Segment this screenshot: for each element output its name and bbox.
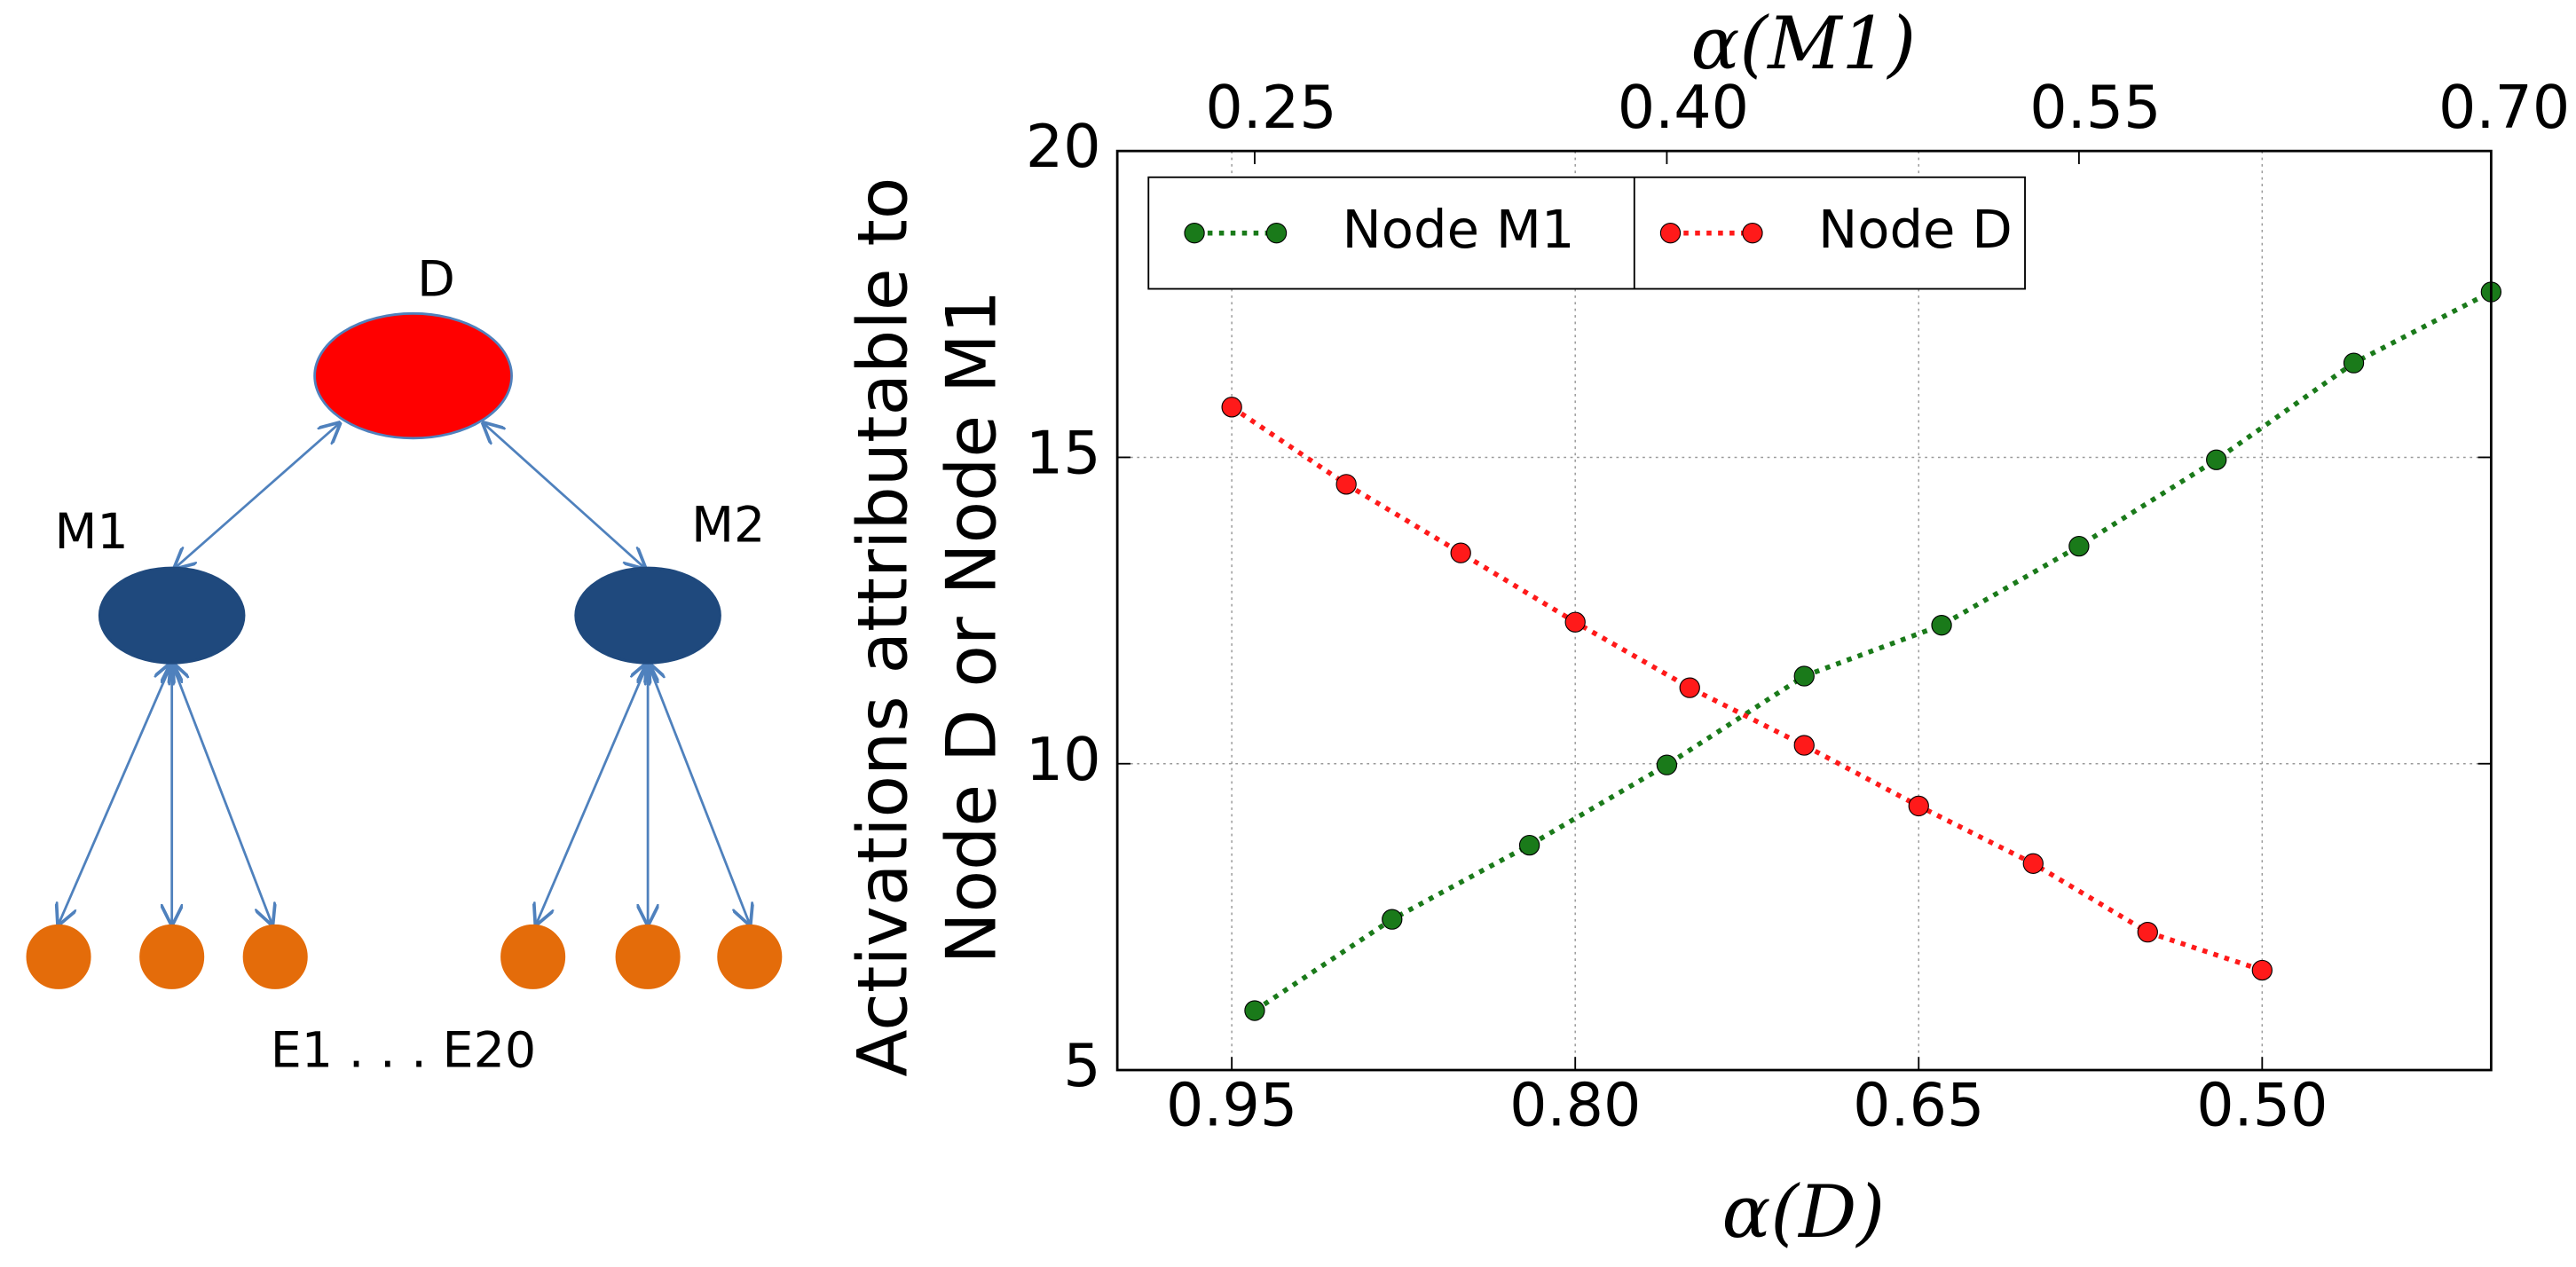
data-point — [1908, 795, 1929, 817]
data-point — [1382, 909, 1403, 930]
leaf — [717, 924, 783, 989]
x2-axis-label: α(M1) — [1691, 2, 1917, 86]
plot-frame — [1115, 149, 2493, 1072]
x-axis-label: α(D) — [1721, 1170, 1885, 1255]
data-point — [1793, 665, 1815, 687]
legend-marker — [1742, 223, 1763, 244]
data-point — [2251, 959, 2273, 981]
series-line — [1253, 289, 2493, 1013]
y-axis-label: Activations attributable to — [844, 177, 924, 1077]
leaves-label: E1 . . . E20 — [271, 1022, 536, 1080]
data-point — [1335, 474, 1357, 495]
data-point — [1656, 754, 1678, 775]
legend-label: Node M1 — [1343, 199, 1575, 260]
leaf — [615, 924, 681, 989]
leaf — [26, 924, 91, 989]
data-point — [1518, 834, 1540, 856]
node-m1 — [98, 566, 246, 665]
x-tick-label: 0.95 — [1166, 1070, 1297, 1139]
node-m2 — [574, 566, 721, 665]
legend-marker — [1184, 223, 1205, 244]
node-label: M2 — [691, 497, 765, 555]
edge — [536, 663, 648, 924]
data-point — [2137, 921, 2158, 943]
data-point — [2068, 535, 2090, 557]
x-tick-label: 0.65 — [1853, 1070, 1984, 1139]
y-tick-label: 5 — [1063, 1031, 1100, 1100]
edge — [175, 423, 339, 568]
data-point — [1679, 677, 1700, 698]
x2-tick-label: 0.40 — [1618, 73, 1749, 142]
x-tick-label: 0.50 — [2196, 1070, 2328, 1139]
x2-tick-label: 0.55 — [2029, 73, 2161, 142]
node-label: M1 — [54, 503, 128, 561]
data-point — [1564, 611, 1586, 633]
data-point — [1244, 1000, 1265, 1021]
data-point — [1450, 542, 1471, 563]
leaves — [26, 924, 783, 989]
data-point — [2022, 853, 2044, 874]
series-line — [1230, 405, 2264, 973]
legend-box — [1147, 176, 2026, 290]
legend-marker — [1265, 223, 1288, 244]
y-tick-label: 10 — [1026, 725, 1101, 794]
legend-label: Node D — [1818, 199, 2013, 260]
leaf — [139, 924, 205, 989]
node-d — [313, 311, 513, 440]
x-tick-label: 0.80 — [1509, 1070, 1641, 1139]
edge — [172, 663, 272, 924]
x2-tick-label: 0.25 — [1205, 73, 1336, 142]
edge — [648, 663, 750, 924]
edge — [59, 663, 172, 924]
data-point — [1221, 397, 1242, 418]
leaf — [242, 924, 308, 989]
edge — [484, 423, 644, 568]
node-label: D — [417, 250, 455, 308]
leaf — [500, 924, 566, 989]
y-tick-label: 20 — [1026, 112, 1101, 181]
data-point — [1931, 615, 1952, 636]
y-tick-label: 15 — [1026, 419, 1101, 488]
data-point — [2206, 449, 2227, 470]
y-axis-label: Node D or Node M1 — [933, 290, 1012, 964]
data-point — [2343, 352, 2365, 374]
x2-tick-label: 0.70 — [2438, 73, 2570, 142]
diagram — [26, 311, 783, 989]
data-point — [1793, 735, 1815, 756]
legend-marker — [1659, 223, 1682, 244]
